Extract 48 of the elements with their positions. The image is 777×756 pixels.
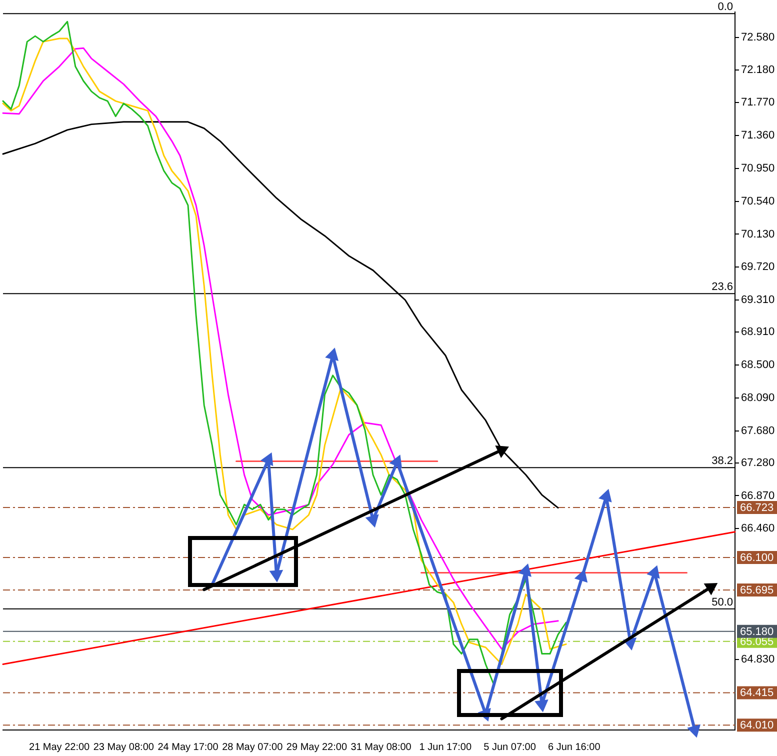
y-tick-label: 68.090 bbox=[741, 392, 775, 404]
y-tick-label: 69.310 bbox=[741, 294, 775, 306]
y-tick-label: 72.180 bbox=[741, 64, 775, 76]
y-tick-label: 68.500 bbox=[741, 359, 775, 372]
y-tick-label: 71.360 bbox=[741, 130, 775, 142]
y-tick-label: 70.130 bbox=[741, 228, 775, 240]
x-tick-label: 1 Jun 17:00 bbox=[419, 742, 472, 753]
point bbox=[325, 348, 339, 361]
point bbox=[365, 514, 379, 528]
x-tick-label: 24 May 17:00 bbox=[158, 742, 219, 753]
annotation: 0.0 bbox=[718, 1, 733, 14]
point bbox=[518, 563, 532, 577]
x-tick-label: 29 May 22:00 bbox=[286, 742, 348, 753]
y-tick-label: 69.720 bbox=[741, 261, 775, 274]
ref-line-label: 66.100 bbox=[740, 552, 774, 564]
ref-line-label: 65.055 bbox=[740, 636, 774, 648]
x-tick-label: 5 Jun 07:00 bbox=[484, 742, 536, 753]
ref-line-label: 65.180 bbox=[740, 626, 774, 638]
x-tick-label: 23 May 08:00 bbox=[93, 742, 154, 753]
x-tick-label: 21 May 22:00 bbox=[29, 742, 90, 753]
annotation: 50.0 bbox=[712, 596, 733, 608]
annotation: 23.6 bbox=[712, 281, 733, 294]
point bbox=[269, 570, 284, 582]
y-tick-label: 67.680 bbox=[741, 424, 775, 437]
x-tick-label: 28 May 07:00 bbox=[222, 742, 284, 753]
x-tick-label: 6 Jun 16:00 bbox=[548, 742, 601, 753]
point bbox=[260, 452, 274, 466]
point bbox=[646, 565, 660, 579]
point bbox=[687, 724, 700, 738]
y-tick-label: 67.280 bbox=[741, 456, 775, 469]
point bbox=[534, 700, 548, 712]
ref-line-label: 66.723 bbox=[740, 502, 774, 514]
y-tick-label: 71.770 bbox=[741, 96, 775, 109]
y-tick-label: 68.910 bbox=[741, 326, 775, 338]
y-tick-label: 70.540 bbox=[741, 195, 775, 208]
point bbox=[574, 569, 588, 583]
annotation: 38.2 bbox=[712, 455, 733, 468]
y-tick-label: 66.460 bbox=[741, 522, 775, 535]
y-tick-label: 72.580 bbox=[741, 32, 775, 44]
ref-line-label: 65.695 bbox=[740, 584, 774, 597]
ref-line-label: 64.010 bbox=[740, 720, 774, 732]
y-tick-label: 66.870 bbox=[741, 490, 775, 502]
x-tick-label: 31 May 08:00 bbox=[350, 742, 412, 753]
point bbox=[389, 454, 402, 468]
y-tick-label: 64.830 bbox=[741, 653, 775, 666]
y-tick-label: 70.950 bbox=[741, 162, 775, 174]
ref-line-label: 64.415 bbox=[740, 687, 774, 700]
point bbox=[598, 488, 612, 502]
